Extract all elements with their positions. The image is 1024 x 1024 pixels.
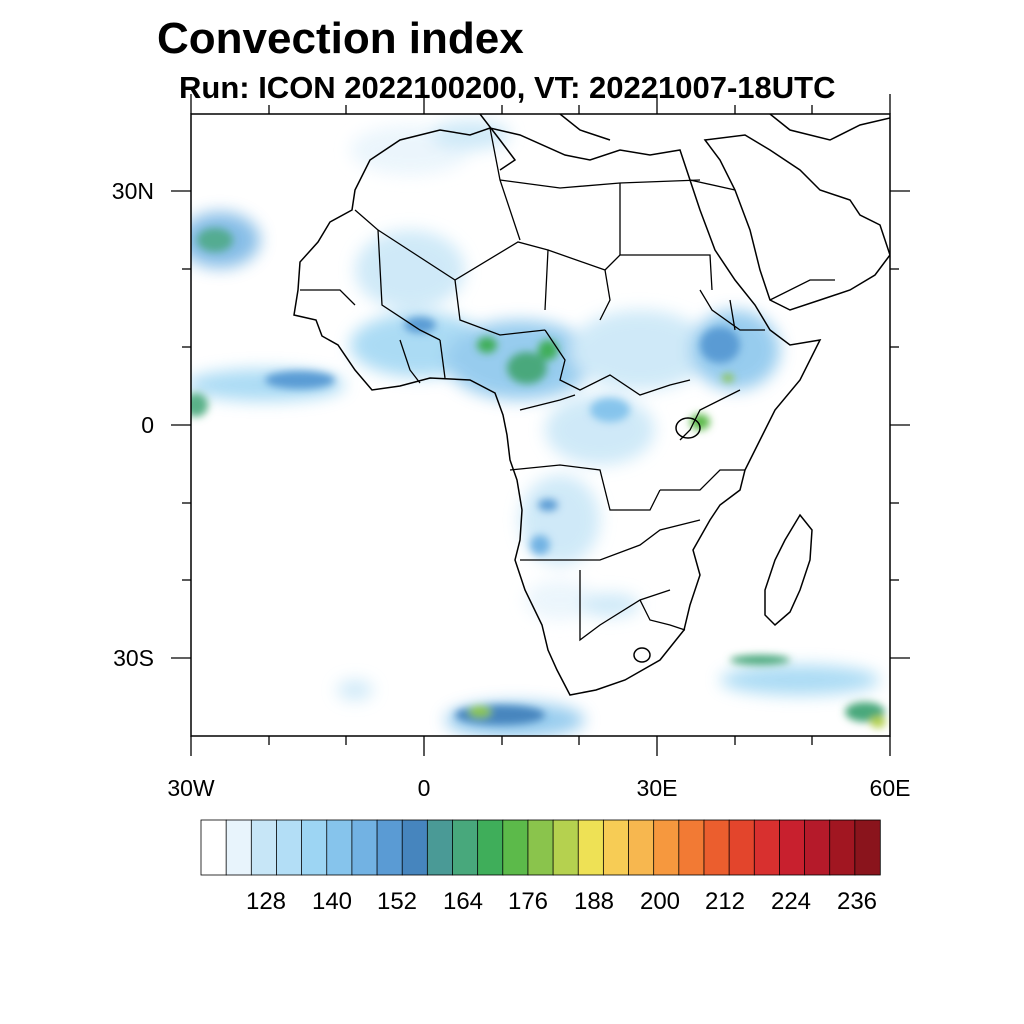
colorbar-label: 236 (836, 888, 878, 915)
colorbar-segment (779, 819, 806, 876)
colorbar-label: 212 (704, 888, 746, 915)
europe-coastline (479, 114, 890, 171)
lat-label-0: 0 (141, 412, 154, 438)
colorbar-segment (753, 819, 781, 876)
colorbar-segment (477, 819, 504, 876)
colorbar-segment (577, 819, 605, 876)
lon-label-60e: 60E (869, 775, 911, 801)
colorbar-segment (376, 819, 403, 876)
colorbar-segment (276, 819, 303, 876)
colorbar (200, 819, 881, 876)
colorbar-segment (200, 819, 227, 876)
colorbar-segment (426, 819, 454, 876)
colorbar-segment (326, 819, 353, 876)
colorbar-label: 176 (507, 888, 549, 915)
colorbar-label: 152 (376, 888, 418, 915)
colorbar-segment (250, 819, 278, 876)
colorbar-label: 140 (311, 888, 353, 915)
lat-label-30n: 30N (111, 178, 154, 204)
colorbar-segment (653, 819, 680, 876)
madagascar-coastline (764, 513, 813, 627)
lon-label-30e: 30E (636, 775, 678, 801)
lon-label-30w: 30W (167, 775, 215, 801)
colorbar-label: 164 (442, 888, 484, 915)
colorbar-label: 188 (573, 888, 615, 915)
colorbar-segment (678, 819, 705, 876)
colorbar-segment (829, 819, 856, 876)
colorbar-segment (225, 819, 252, 876)
colorbar-segment (301, 819, 328, 876)
colorbar-segment (452, 819, 479, 876)
lon-label-0: 0 (417, 775, 431, 801)
colorbar-segment (628, 819, 655, 876)
chart-subtitle: Run: ICON 2022100200, VT: 20221007-18UTC (179, 70, 836, 105)
colorbar-label: 224 (770, 888, 812, 915)
colorbar-segment (502, 819, 529, 876)
axis-ticks (171, 94, 910, 756)
colorbar-segment (728, 819, 755, 876)
country-borders (300, 127, 835, 642)
colorbar-segment (552, 819, 579, 876)
africa-coastline (293, 127, 822, 696)
convection-field (191, 120, 886, 736)
colorbar-segment (527, 819, 554, 876)
colorbar-label: 128 (245, 888, 287, 915)
colorbar-segment (804, 819, 831, 876)
plot-frame (190, 113, 891, 737)
chart-title: Convection index (157, 14, 524, 63)
colorbar-segment (703, 819, 730, 876)
colorbar-segment (401, 819, 429, 876)
arabia-coastline (703, 134, 890, 311)
colorbar-segment (854, 819, 881, 876)
colorbar-segment (602, 819, 630, 876)
colorbar-segment (351, 819, 378, 876)
colorbar-label: 200 (639, 888, 681, 915)
coastlines-borders (293, 114, 890, 696)
lat-label-30s: 30S (113, 645, 154, 671)
